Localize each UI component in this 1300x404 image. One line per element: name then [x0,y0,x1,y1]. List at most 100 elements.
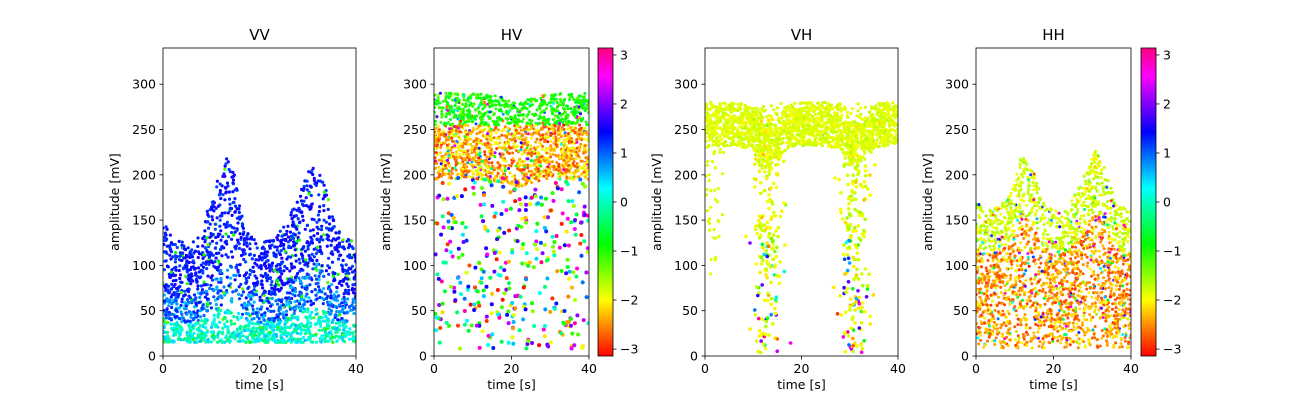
data-point [459,120,462,123]
data-point [482,289,486,293]
data-point [470,323,474,327]
data-point [511,180,514,183]
data-point [464,163,467,166]
data-point [552,94,555,97]
data-point [517,136,520,139]
data-point [525,115,528,118]
data-point [306,300,309,303]
data-point [182,338,185,341]
data-point [174,279,177,282]
data-point [242,290,245,293]
data-point [534,177,537,180]
data-point [524,136,527,139]
data-point [551,132,554,135]
data-point [440,113,443,116]
data-point [572,343,576,347]
data-point [214,228,217,231]
data-point [556,101,559,104]
data-point [276,249,279,252]
data-point [231,256,234,259]
data-point [435,145,438,148]
data-point [456,93,459,96]
data-point [443,135,446,138]
data-point [515,123,518,126]
data-point [300,292,303,295]
data-point [545,173,548,176]
data-point [500,305,504,309]
data-point [439,151,442,154]
data-point [342,279,345,282]
data-point [501,298,505,302]
data-point [561,151,564,154]
data-point [563,243,567,247]
data-point [529,179,532,182]
data-point [455,310,459,314]
data-point [303,310,306,313]
data-point [347,272,350,275]
data-point [449,92,452,95]
data-point [555,234,559,238]
data-point [224,191,227,194]
data-point [333,279,336,282]
data-point [344,301,347,304]
data-point [238,242,241,245]
data-point [580,166,583,169]
data-point [225,157,228,160]
data-point [176,246,179,249]
data-point [512,142,515,145]
data-point [187,278,190,281]
data-point [490,95,493,98]
data-point [326,295,329,298]
data-point [269,337,272,340]
data-point [452,111,455,114]
data-point [283,339,286,342]
data-point [242,258,245,261]
data-point [164,313,167,316]
data-point [437,130,440,133]
data-point [320,290,323,293]
data-point [440,116,443,119]
data-point [552,97,555,100]
data-point [447,182,451,186]
data-point [512,313,516,317]
data-point [864,106,867,109]
data-point [520,246,524,250]
data-point [331,341,334,344]
data-point [510,335,514,339]
data-point [300,322,303,325]
data-point [304,228,307,231]
data-point [581,280,585,284]
data-point [570,286,574,290]
data-point [252,326,255,329]
data-point [443,289,447,293]
data-point [486,95,489,98]
data-point [509,207,513,211]
data-point [266,251,269,254]
data-point [266,274,269,277]
data-point [238,274,241,277]
data-point [282,243,285,246]
data-point [182,244,185,247]
data-point [498,164,501,167]
data-point [226,276,229,279]
data-point [568,164,571,167]
data-point [454,220,458,224]
data-point [289,256,292,259]
data-point [448,164,451,167]
data-point [433,133,436,136]
data-point [847,155,850,158]
data-point [447,172,450,175]
data-point [482,134,485,137]
data-point [485,315,489,319]
data-point [439,121,442,124]
data-point [558,139,561,142]
data-point [547,157,550,160]
data-point [490,292,494,296]
data-point [226,320,229,323]
data-point [324,328,327,331]
y-tick-label: 250 [132,122,156,137]
data-point [215,242,218,245]
data-point [308,277,311,280]
data-point [304,258,307,261]
data-point [544,123,547,126]
